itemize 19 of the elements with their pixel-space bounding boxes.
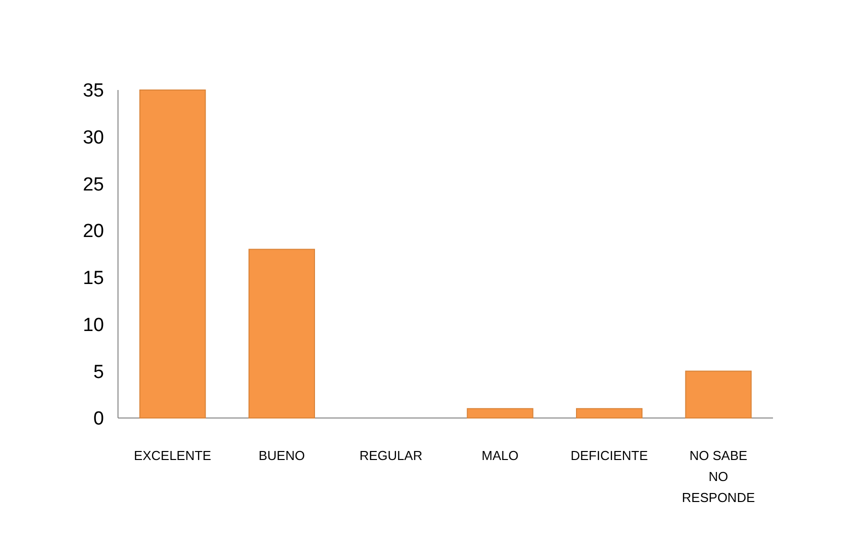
bar [685, 370, 752, 418]
y-tick-label: 5 [93, 362, 104, 383]
bar [466, 408, 534, 418]
bar [139, 90, 206, 418]
x-tick-label: MALO [482, 448, 519, 463]
x-tick-label: NO SABE NO RESPONDE [682, 448, 756, 505]
x-tick-label: BUENO [258, 448, 305, 463]
x-tick-label: DEFICIENTE [570, 448, 648, 463]
y-tick-label: 25 [82, 174, 104, 196]
x-tick-label: REGULAR [359, 448, 422, 463]
y-tick-label: 30 [82, 128, 104, 149]
y-tick-label: 0 [93, 408, 104, 430]
y-tick-label: 35 [82, 80, 104, 102]
y-tick-label: 20 [82, 221, 104, 242]
y-tick-label: 10 [82, 314, 104, 336]
y-tick-label: 15 [82, 268, 104, 290]
x-tick-label: EXCELENTE [134, 448, 212, 463]
bar [248, 248, 315, 418]
bar [576, 408, 642, 418]
